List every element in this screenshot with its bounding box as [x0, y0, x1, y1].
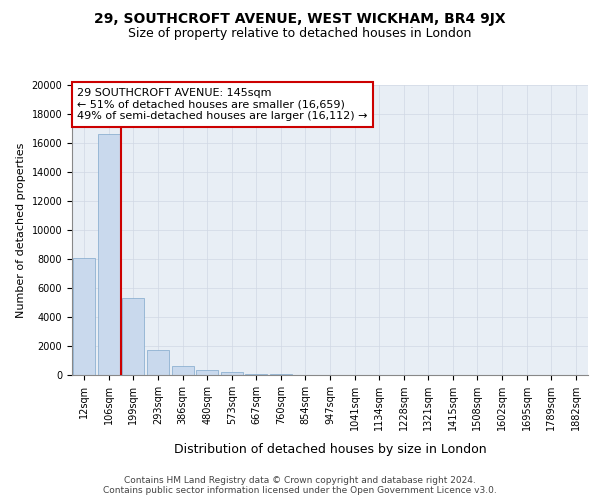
Bar: [245, 374, 268, 375]
Text: Contains HM Land Registry data © Crown copyright and database right 2024.
Contai: Contains HM Land Registry data © Crown c…: [103, 476, 497, 495]
Text: Distribution of detached houses by size in London: Distribution of detached houses by size …: [173, 442, 487, 456]
Bar: [221, 372, 243, 375]
Bar: [270, 374, 292, 375]
Text: Size of property relative to detached houses in London: Size of property relative to detached ho…: [128, 28, 472, 40]
Y-axis label: Number of detached properties: Number of detached properties: [16, 142, 26, 318]
Bar: [73, 258, 95, 375]
Text: 29 SOUTHCROFT AVENUE: 145sqm
← 51% of detached houses are smaller (16,659)
49% o: 29 SOUTHCROFT AVENUE: 145sqm ← 51% of de…: [77, 88, 368, 121]
Bar: [122, 298, 145, 375]
Bar: [98, 134, 120, 375]
Bar: [172, 366, 194, 375]
Bar: [196, 370, 218, 375]
Text: 29, SOUTHCROFT AVENUE, WEST WICKHAM, BR4 9JX: 29, SOUTHCROFT AVENUE, WEST WICKHAM, BR4…: [94, 12, 506, 26]
Bar: [147, 350, 169, 375]
